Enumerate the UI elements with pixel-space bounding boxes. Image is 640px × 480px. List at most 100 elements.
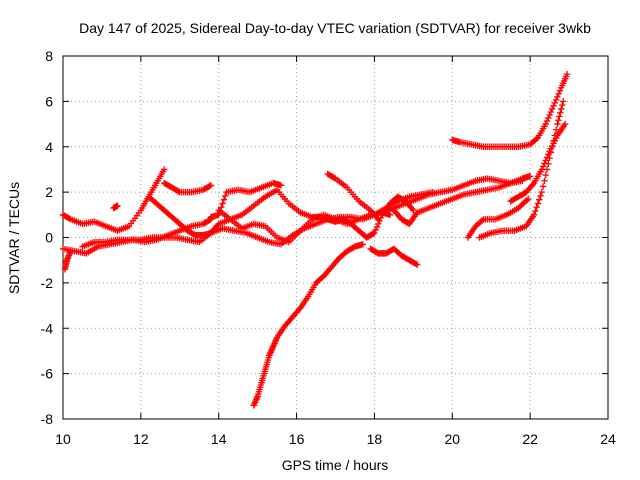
data-point <box>539 183 547 190</box>
data-point <box>532 207 539 215</box>
y-tick-label: -4 <box>41 320 54 336</box>
y-tick-label: 0 <box>45 230 53 246</box>
data-point <box>526 173 534 180</box>
data-point <box>537 192 544 200</box>
y-tick-label: -2 <box>41 275 54 291</box>
data-point <box>533 204 540 211</box>
data-point <box>543 117 551 125</box>
data-point <box>175 188 182 195</box>
series-pass-3 <box>61 247 74 273</box>
series-pass-16 <box>464 195 532 241</box>
data-point <box>558 105 565 113</box>
series-pass-11 <box>324 170 382 223</box>
data-point <box>369 230 377 237</box>
series-pass-12 <box>367 245 421 268</box>
series-pass-15 <box>449 70 571 150</box>
data-point <box>219 200 226 207</box>
y-tick-label: 6 <box>45 93 53 109</box>
data-point <box>541 177 548 184</box>
data-point <box>552 96 560 104</box>
data-point <box>530 211 538 219</box>
data-point <box>559 101 566 109</box>
series-pass-13 <box>390 173 534 228</box>
data-point <box>375 216 382 223</box>
x-axis-label: GPS time / hours <box>282 457 389 473</box>
data-point <box>371 229 378 237</box>
data-point <box>359 241 366 248</box>
data-point <box>519 177 526 184</box>
data-point <box>546 111 553 119</box>
data-point <box>331 174 338 181</box>
x-tick-label: 24 <box>600 431 616 447</box>
y-tick-label: -6 <box>41 366 54 382</box>
data-point <box>563 70 571 78</box>
y-tick-label: 4 <box>45 139 53 155</box>
series-pass-5 <box>110 202 121 212</box>
data-point <box>538 166 546 173</box>
data-point <box>373 223 381 231</box>
data-point <box>557 109 564 116</box>
y-tick-label: -8 <box>41 411 54 427</box>
data-point <box>206 182 213 190</box>
series-pass-8 <box>207 179 285 221</box>
data-point <box>551 99 558 107</box>
data-point <box>539 163 547 170</box>
data-point <box>372 226 379 234</box>
data-point <box>524 195 532 203</box>
data-point <box>533 135 540 143</box>
data-point <box>554 120 561 128</box>
data-points <box>59 70 571 409</box>
series-pass-14 <box>379 175 526 216</box>
data-point <box>161 166 168 173</box>
data-point <box>549 105 556 113</box>
y-tick-label: 2 <box>45 184 53 200</box>
data-point <box>541 160 548 167</box>
y-tick-label: 8 <box>45 48 53 64</box>
chart-title: Day 147 of 2025, Sidereal Day-to-day VTE… <box>79 20 591 36</box>
x-tick-label: 16 <box>289 431 305 447</box>
x-tick-label: 20 <box>444 431 460 447</box>
data-point <box>547 108 555 116</box>
data-point <box>67 247 74 255</box>
data-point <box>555 90 562 98</box>
data-point <box>114 202 121 209</box>
data-point <box>220 196 228 203</box>
data-point <box>543 154 551 161</box>
data-point <box>542 120 549 128</box>
data-point <box>538 188 546 196</box>
data-point <box>222 192 229 200</box>
series-pass-2 <box>59 166 168 234</box>
data-point <box>542 157 549 164</box>
x-tick-label: 18 <box>367 431 383 447</box>
data-point <box>561 120 569 128</box>
data-point <box>536 196 543 203</box>
data-point <box>556 113 563 120</box>
series-pass-10 <box>250 241 366 409</box>
data-point <box>410 207 417 214</box>
data-point <box>545 151 552 158</box>
x-tick-label: 14 <box>211 431 227 447</box>
data-point <box>207 182 215 189</box>
series-pass-6 <box>161 179 215 196</box>
y-axis-label: SDTVAR / TECUs <box>6 182 22 294</box>
data-point <box>66 215 73 222</box>
x-tick-label: 22 <box>522 431 538 447</box>
data-point <box>478 217 486 224</box>
data-point <box>542 171 549 179</box>
data-point <box>556 87 564 94</box>
data-point <box>414 261 421 268</box>
data-point <box>534 200 542 207</box>
data-point <box>560 98 567 105</box>
gridlines <box>63 56 608 419</box>
data-point <box>554 93 561 101</box>
data-point <box>545 114 552 122</box>
data-point <box>206 216 213 224</box>
series-pass-18 <box>507 120 569 205</box>
x-tick-label: 10 <box>55 431 71 447</box>
data-point <box>277 182 285 189</box>
data-point <box>555 117 562 124</box>
data-point <box>412 260 420 268</box>
x-tick-label: 12 <box>133 431 149 447</box>
